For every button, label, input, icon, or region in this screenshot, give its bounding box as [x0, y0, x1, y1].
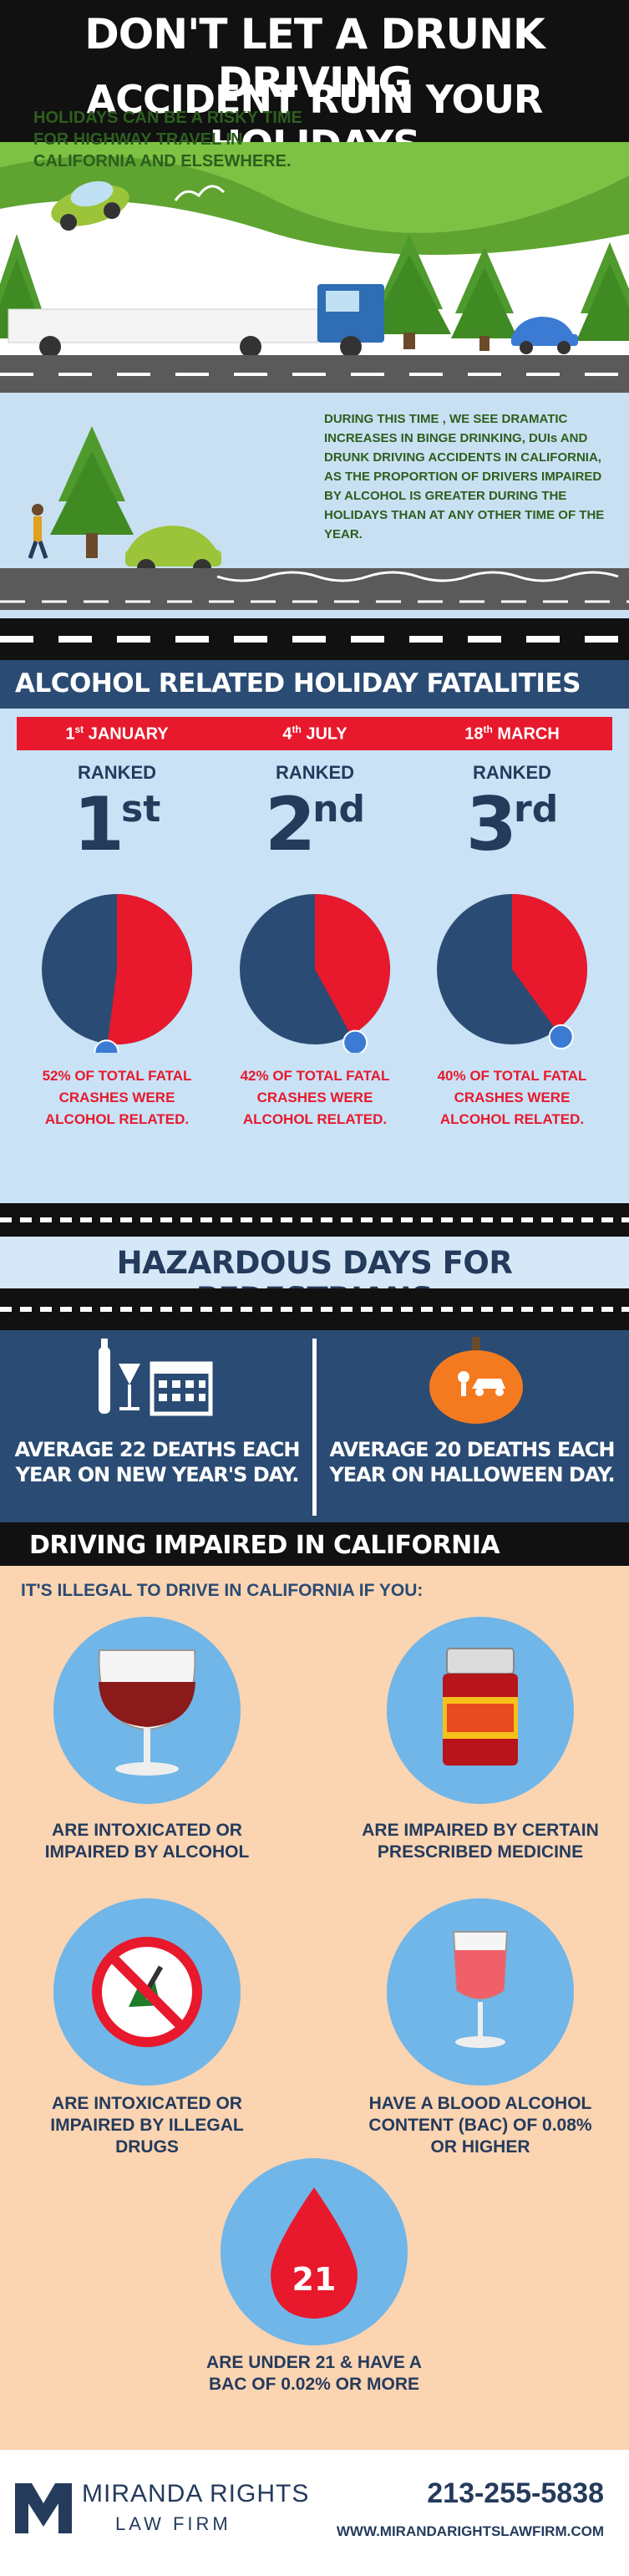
fatality-pie-charts — [42, 894, 587, 1053]
road-divider-markings — [0, 1217, 629, 1222]
california-subtitle: IT'S ILLEGAL TO DRIVE IN CALIFORNIA IF Y… — [21, 1581, 424, 1600]
rank-number-1: 1st — [73, 781, 161, 867]
condition-circle — [53, 1898, 241, 2086]
firm-name: MIRANDA RIGHTS — [82, 2480, 310, 2507]
tree-icon — [576, 242, 629, 341]
green-car-icon — [125, 526, 221, 577]
pie-slice-alcohol-3 — [512, 894, 587, 1030]
california-title: DRIVING IMPAIRED IN CALIFORNIA — [29, 1531, 500, 1560]
fatality-caption-1: 52% OF TOTAL FATAL CRASHES WERE ALCOHOL … — [42, 1068, 192, 1127]
date-label-3: 18th MARCH — [464, 724, 560, 744]
pumpkin-crash-icon — [429, 1337, 523, 1424]
header-banner — [0, 0, 629, 142]
pedestrians-new-years: AVERAGE 22 DEATHS EACH YEAR ON NEW YEAR'… — [14, 1438, 301, 1486]
highway-scene-illustration — [0, 142, 629, 393]
pill-bottle-icon — [443, 1648, 518, 1766]
ranked-label-2: RANKED — [275, 762, 355, 783]
condition-bac: HAVE A BLOOD ALCOHOL CONTENT (BAC) OF 0.… — [368, 2094, 592, 2157]
road-divider — [0, 1203, 629, 1237]
dates-bar — [17, 717, 612, 750]
tree-icon — [50, 426, 134, 558]
road-divider — [0, 1288, 629, 1330]
intro-text-1: HOLIDAYS CAN BE A RISKY TIME FOR HIGHWAY… — [33, 109, 302, 170]
green-car-icon — [51, 180, 129, 231]
pie-slice-alcohol-2 — [315, 894, 390, 1035]
highway-scene — [0, 142, 629, 393]
rank-number-2: 2nd — [264, 781, 366, 867]
blood-drop-icon: 21 — [271, 2187, 358, 2319]
truck-icon — [8, 284, 384, 358]
firm-subtitle: LAW FIRM — [115, 2513, 231, 2534]
phone-number[interactable]: 213-255-5838 — [427, 2477, 604, 2509]
car-icon — [94, 1039, 119, 1053]
car-icon — [342, 1029, 368, 1053]
condition-circle — [387, 1617, 574, 1804]
pedestrians-halloween: AVERAGE 20 DEATHS EACH YEAR ON HALLOWEEN… — [329, 1438, 615, 1486]
condition-drugs: ARE INTOXICATED OR IMPAIRED BY ILLEGAL D… — [50, 2094, 244, 2157]
age-badge: 21 — [292, 2261, 337, 2298]
tree-icon — [368, 234, 451, 349]
condition-circle — [53, 1617, 241, 1804]
pie-slice-alcohol-1 — [107, 894, 192, 1044]
champagne-calendar-icon — [99, 1339, 213, 1416]
pedestrians-header — [0, 1237, 629, 1288]
california-header — [0, 1522, 629, 1566]
ranked-label-3: RANKED — [472, 762, 552, 783]
fatalities-title: ALCOHOL RELATED HOLIDAY FATALITIES — [15, 668, 581, 699]
condition-medicine: ARE IMPAIRED BY CERTAIN PRESCRIBED MEDIC… — [362, 1821, 599, 1862]
pedestrians-divider — [312, 1339, 317, 1516]
wine-glass-icon — [98, 1649, 196, 1776]
fatality-caption-3: 40% OF TOTAL FATAL CRASHES WERE ALCOHOL … — [437, 1068, 587, 1127]
road-divider-markings — [0, 1307, 629, 1312]
condition-under-21: ARE UNDER 21 & HAVE A BAC OF 0.02% OR MO… — [206, 2353, 422, 2394]
date-label-1: 1st JANUARY — [65, 724, 169, 744]
intro-text-2: DURING THIS TIME , WE SEE DRAMATIC INCRE… — [324, 412, 605, 541]
road-divider — [0, 618, 629, 660]
website-link[interactable]: WWW.MIRANDARIGHTSLAWFIRM.COM — [336, 2523, 604, 2539]
condition-circle — [387, 1898, 574, 2086]
date-label-2: 4th JULY — [282, 724, 347, 744]
condition-alcohol: ARE INTOXICATED OR IMPAIRED BY ALCOHOL — [44, 1821, 250, 1862]
blood-glass-icon — [452, 1931, 509, 2048]
pedestrian-icon — [28, 504, 48, 559]
condition-circle: 21 — [221, 2158, 408, 2345]
pedestrian-scene-illustration — [0, 426, 629, 610]
header-title-line1: DON'T LET A DRUNK DRIVING — [84, 10, 545, 107]
firm-logo-icon — [15, 2483, 72, 2533]
no-drugs-icon — [92, 1937, 202, 2047]
ranked-label-1: RANKED — [77, 762, 157, 783]
rank-number-3: 3rd — [465, 781, 559, 867]
footer — [0, 2450, 629, 2576]
road-divider-markings — [0, 636, 629, 643]
pedestrian-scene — [0, 393, 629, 618]
car-icon — [548, 1024, 574, 1049]
fatalities-header — [0, 660, 629, 709]
fatality-caption-2: 42% OF TOTAL FATAL CRASHES WERE ALCOHOL … — [240, 1068, 390, 1127]
tree-icon — [451, 246, 518, 351]
blue-car-icon — [511, 317, 578, 354]
